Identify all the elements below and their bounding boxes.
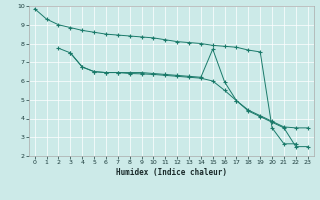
X-axis label: Humidex (Indice chaleur): Humidex (Indice chaleur) [116, 168, 227, 177]
